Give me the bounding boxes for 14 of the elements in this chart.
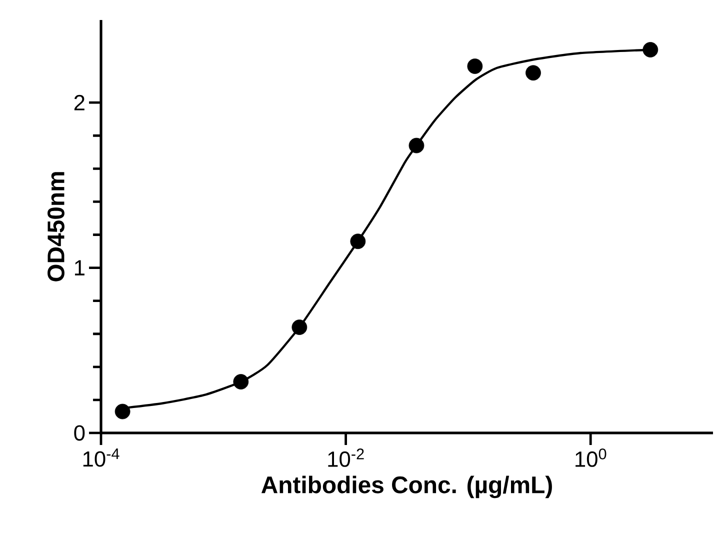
x-tick-label: 10$^{0}$ [576, 448, 606, 467]
y-axis-title: OD450nm [48, 172, 64, 282]
x-axis-title: Antibodies Conc. (µg/mL) [261, 476, 552, 498]
x-tick-label: 10$^{-4}$ [83, 448, 120, 467]
y-tick-label: 1 [74, 260, 84, 276]
point [350, 234, 366, 250]
y-tick-label: 0 [74, 425, 85, 441]
point [467, 58, 483, 74]
point [408, 138, 424, 154]
point [526, 65, 541, 81]
x-tick-label: 10$^{-2}$ [328, 448, 364, 467]
point [292, 320, 308, 335]
point [233, 374, 249, 390]
y-tick-label: 2 [74, 94, 84, 110]
